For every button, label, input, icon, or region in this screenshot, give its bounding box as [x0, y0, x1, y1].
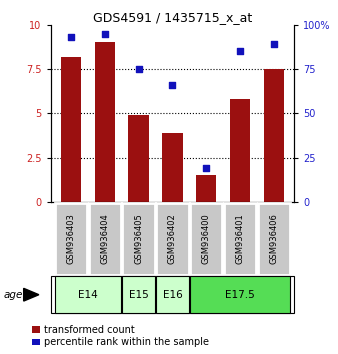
- Point: [102, 31, 107, 36]
- Text: GSM936405: GSM936405: [134, 213, 143, 264]
- Point: [203, 165, 209, 171]
- Text: GSM936402: GSM936402: [168, 213, 177, 264]
- Point: [237, 48, 243, 54]
- Point: [170, 82, 175, 88]
- Bar: [61, 57, 81, 202]
- Text: GSM936400: GSM936400: [202, 213, 211, 264]
- Bar: [128, 115, 149, 202]
- Text: E16: E16: [163, 290, 182, 300]
- Point: [271, 41, 276, 47]
- Text: GSM936404: GSM936404: [100, 213, 109, 264]
- Text: GSM936403: GSM936403: [67, 213, 75, 264]
- Bar: [196, 175, 216, 202]
- Bar: [122, 202, 155, 275]
- Bar: [156, 276, 189, 313]
- Text: age: age: [3, 290, 23, 300]
- Title: GDS4591 / 1435715_x_at: GDS4591 / 1435715_x_at: [93, 11, 252, 24]
- Bar: [55, 202, 87, 275]
- Bar: [95, 42, 115, 202]
- Bar: [264, 69, 284, 202]
- Bar: [162, 133, 183, 202]
- Bar: [190, 276, 290, 313]
- Text: E15: E15: [129, 290, 148, 300]
- Bar: [224, 202, 256, 275]
- Point: [68, 34, 74, 40]
- Bar: [230, 99, 250, 202]
- Bar: [258, 202, 290, 275]
- Text: GSM936401: GSM936401: [236, 213, 244, 264]
- Text: GSM936406: GSM936406: [269, 213, 278, 264]
- Bar: [89, 202, 121, 275]
- Polygon shape: [24, 288, 39, 301]
- Bar: [55, 276, 121, 313]
- Point: [136, 66, 141, 72]
- Bar: [156, 202, 189, 275]
- Bar: [122, 276, 155, 313]
- Bar: [190, 202, 222, 275]
- Legend: transformed count, percentile rank within the sample: transformed count, percentile rank withi…: [32, 325, 209, 347]
- Text: E17.5: E17.5: [225, 290, 255, 300]
- Text: E14: E14: [78, 290, 98, 300]
